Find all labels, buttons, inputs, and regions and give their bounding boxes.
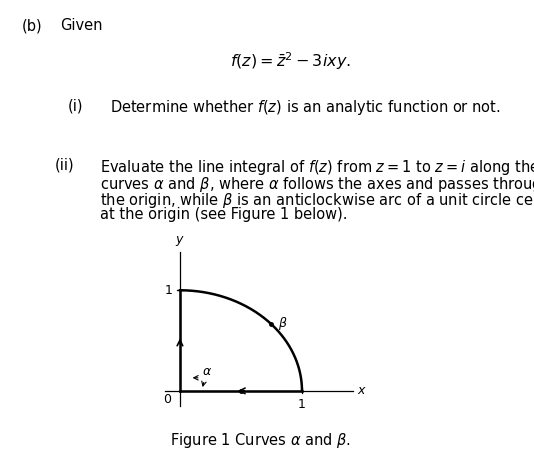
- Text: $x$: $x$: [357, 384, 367, 397]
- Text: (ii): (ii): [55, 158, 75, 173]
- Text: 1: 1: [298, 398, 306, 411]
- Text: $y$: $y$: [175, 234, 185, 248]
- Text: curves $\alpha$ and $\beta$, where $\alpha$ follows the axes and passes through: curves $\alpha$ and $\beta$, where $\alp…: [100, 174, 534, 193]
- Text: $f(z) = \bar{z}^2 - 3ixy.$: $f(z) = \bar{z}^2 - 3ixy.$: [230, 50, 350, 72]
- Text: Determine whether $f(z)$ is an analytic function or not.: Determine whether $f(z)$ is an analytic …: [110, 98, 501, 117]
- Text: Figure 1 Curves $\alpha$ and $\beta$.: Figure 1 Curves $\alpha$ and $\beta$.: [170, 431, 351, 450]
- Text: the origin, while $\beta$ is an anticlockwise arc of a unit circle centred: the origin, while $\beta$ is an anticloc…: [100, 191, 534, 210]
- Text: $\alpha$: $\alpha$: [202, 365, 212, 378]
- Text: Given: Given: [60, 18, 103, 33]
- Text: (b): (b): [22, 18, 43, 33]
- Text: Evaluate the line integral of $f(z)$ from $z = 1$ to $z = i$ along the: Evaluate the line integral of $f(z)$ fro…: [100, 158, 534, 177]
- Text: $\beta$: $\beta$: [278, 315, 288, 332]
- Text: at the origin (see Figure 1 below).: at the origin (see Figure 1 below).: [100, 208, 348, 222]
- Text: 1: 1: [165, 284, 172, 297]
- Text: 0: 0: [163, 393, 171, 406]
- Text: (i): (i): [68, 98, 83, 113]
